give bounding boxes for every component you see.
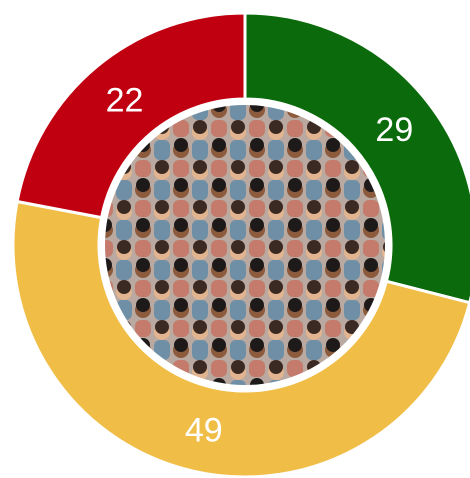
chart: 29 49 22 [0, 0, 470, 478]
data-label: 49 [185, 411, 223, 449]
crowd-image [105, 105, 385, 385]
data-label: 22 [106, 81, 144, 119]
data-label: 29 [375, 111, 413, 149]
